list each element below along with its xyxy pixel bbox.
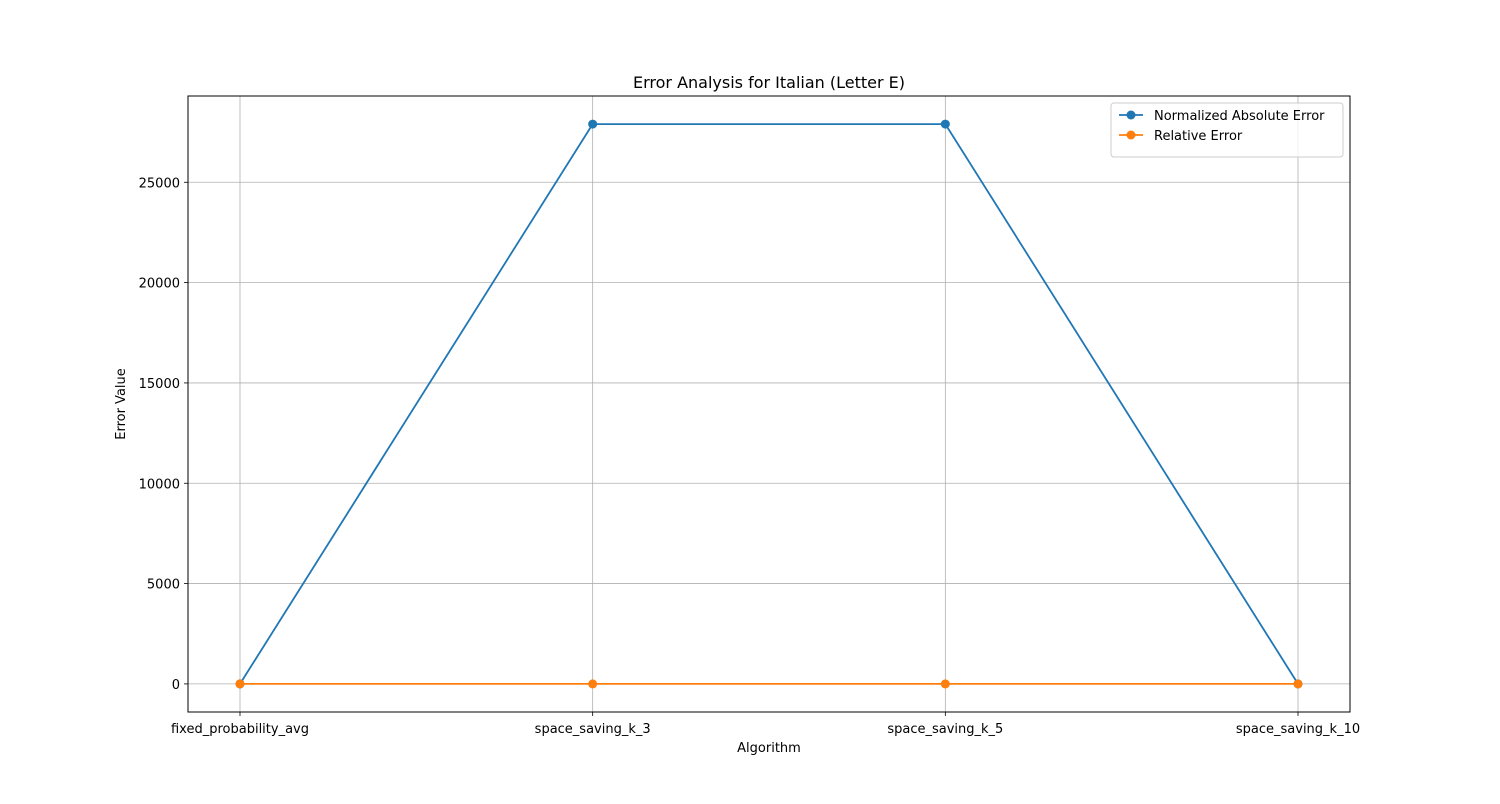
ticks-layer: fixed_probability_avg space_saving_k_3 spa… — [139, 176, 1360, 737]
legend-swatch-marker — [1126, 110, 1136, 120]
x-tick-label: space_saving_k_5 — [887, 722, 1003, 737]
data-point — [1293, 679, 1303, 689]
data-point — [588, 679, 598, 689]
legend-label: Normalized Absolute Error — [1154, 109, 1325, 124]
plot-frame — [187, 95, 1351, 713]
legend-label: Relative Error — [1154, 129, 1243, 144]
data-point — [588, 119, 598, 129]
chart-title: Error Analysis for Italian (Letter E) — [633, 73, 905, 92]
data-point — [940, 679, 950, 689]
data-point — [235, 679, 245, 689]
grid-layer — [188, 96, 1350, 712]
x-tick-label: space_saving_k_3 — [535, 722, 651, 737]
y-tick-label: 25000 — [139, 176, 180, 191]
legend: Normalized Absolute Error Relative Error — [1110, 102, 1344, 158]
y-tick-label: 15000 — [139, 377, 180, 392]
y-tick-label: 0 — [172, 678, 180, 693]
x-axis-label: Algorithm — [737, 741, 801, 756]
series-layer — [235, 119, 1303, 689]
series-line — [239, 123, 1299, 685]
legend-box — [1110, 102, 1344, 158]
y-axis-label: Error Value — [114, 368, 129, 440]
y-tick-label: 20000 — [139, 277, 180, 292]
x-tick-label: space_saving_k_10 — [1236, 722, 1360, 737]
x-tick-label: fixed_probability_avg — [171, 722, 309, 737]
data-point — [940, 119, 950, 129]
y-tick-label: 5000 — [147, 578, 180, 593]
legend-swatch-marker — [1126, 130, 1136, 140]
y-tick-label: 10000 — [139, 477, 180, 492]
